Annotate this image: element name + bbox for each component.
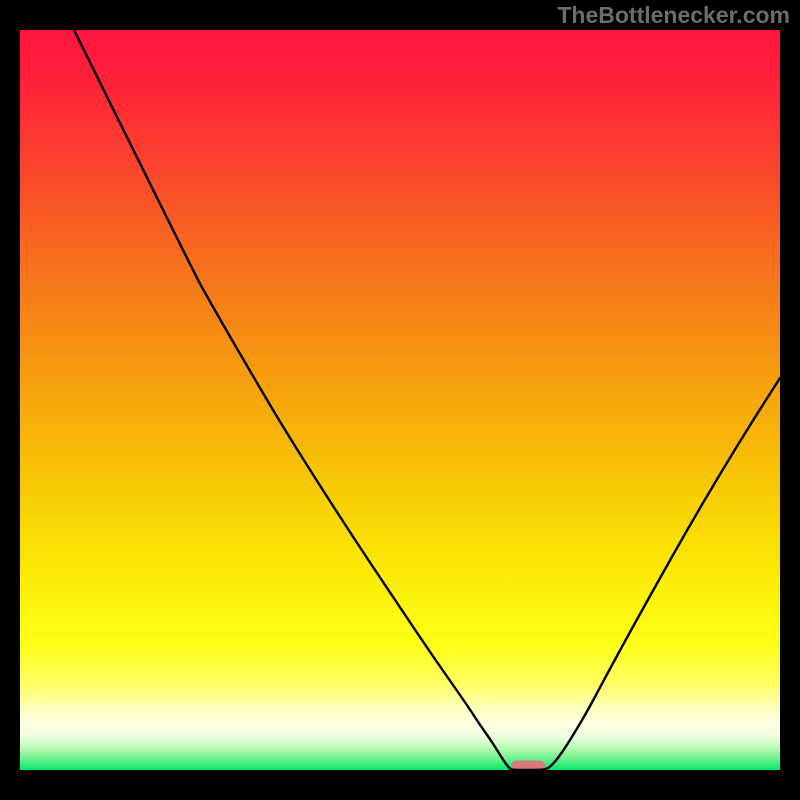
watermark-text: TheBottlenecker.com: [557, 2, 790, 29]
chart-container: { "watermark": { "text": "TheBottlenecke…: [0, 0, 800, 800]
plot-svg: [20, 30, 780, 770]
gradient-background: [20, 30, 780, 770]
bottleneck-marker: [511, 761, 545, 771]
plot-area: [20, 30, 780, 770]
